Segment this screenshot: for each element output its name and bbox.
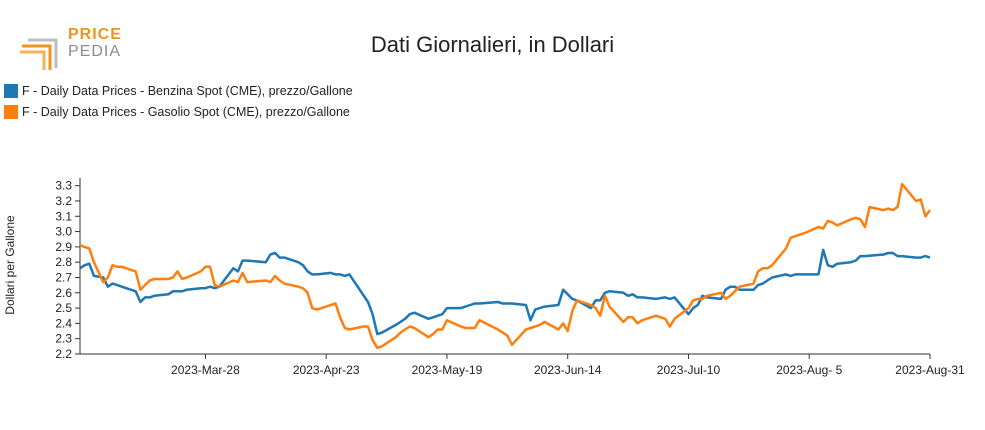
y-tick-label: 3.0 <box>55 225 72 239</box>
x-tick-label: 2023-Jul-10 <box>657 363 721 377</box>
logo-text: PRICE PEDIA <box>68 26 122 60</box>
y-tick-label: 2.2 <box>55 347 72 361</box>
y-axis-label: Dollari per Gallone <box>3 215 17 315</box>
x-tick-label: 2023-May-19 <box>412 363 483 377</box>
y-tick-label: 3.1 <box>55 209 72 223</box>
series-line-gasolio[interactable] <box>79 182 932 350</box>
legend-item-gasolio[interactable]: F - Daily Data Prices - Gasolio Spot (CM… <box>4 101 353 122</box>
y-tick-label: 2.4 <box>55 316 72 330</box>
logo-line-2: PEDIA <box>68 43 122 60</box>
y-tick-label: 2.5 <box>55 301 72 315</box>
x-tick-label: 2023-Jun-14 <box>534 363 602 377</box>
y-tick-label: 3.3 <box>55 179 72 193</box>
legend-swatch-benzina <box>4 83 18 98</box>
legend-label-benzina: F - Daily Data Prices - Benzina Spot (CM… <box>22 83 353 98</box>
x-axis: 2023-Mar-28 2023-Apr-23 2023-May-19 2023-Ju… <box>80 353 965 377</box>
y-tick-label: 2.7 <box>55 270 72 284</box>
logo-mark-icon <box>16 38 58 70</box>
x-tick-label: 2023-Apr-23 <box>293 363 360 377</box>
y-axis: 2.22.3 2.42.52.6 2.72.82.93.0 3.13.23.3 <box>55 178 81 361</box>
chart-title: Dati Giornalieri, in Dollari <box>370 32 615 57</box>
x-tick-label: 2023-Aug-31 <box>895 363 965 377</box>
pricepedia-logo: PRICE PEDIA <box>16 26 130 70</box>
legend-label-gasolio: F - Daily Data Prices - Gasolio Spot (CM… <box>22 104 350 119</box>
legend-swatch-gasolio <box>4 104 18 119</box>
y-tick-label: 3.2 <box>55 194 72 208</box>
y-tick-label: 2.6 <box>55 286 72 300</box>
legend-item-benzina[interactable]: F - Daily Data Prices - Benzina Spot (CM… <box>4 80 353 101</box>
x-tick-label: 2023-Mar-28 <box>171 363 240 377</box>
logo-line-1: PRICE <box>68 26 122 43</box>
y-tick-label: 2.3 <box>55 332 72 346</box>
y-tick-label: 2.8 <box>55 255 72 269</box>
series-layer <box>79 182 932 350</box>
y-tick-label: 2.9 <box>55 240 72 254</box>
legend: F - Daily Data Prices - Benzina Spot (CM… <box>4 80 353 122</box>
series-line-benzina[interactable] <box>79 248 931 336</box>
x-tick-label: 2023-Aug- 5 <box>776 363 842 377</box>
